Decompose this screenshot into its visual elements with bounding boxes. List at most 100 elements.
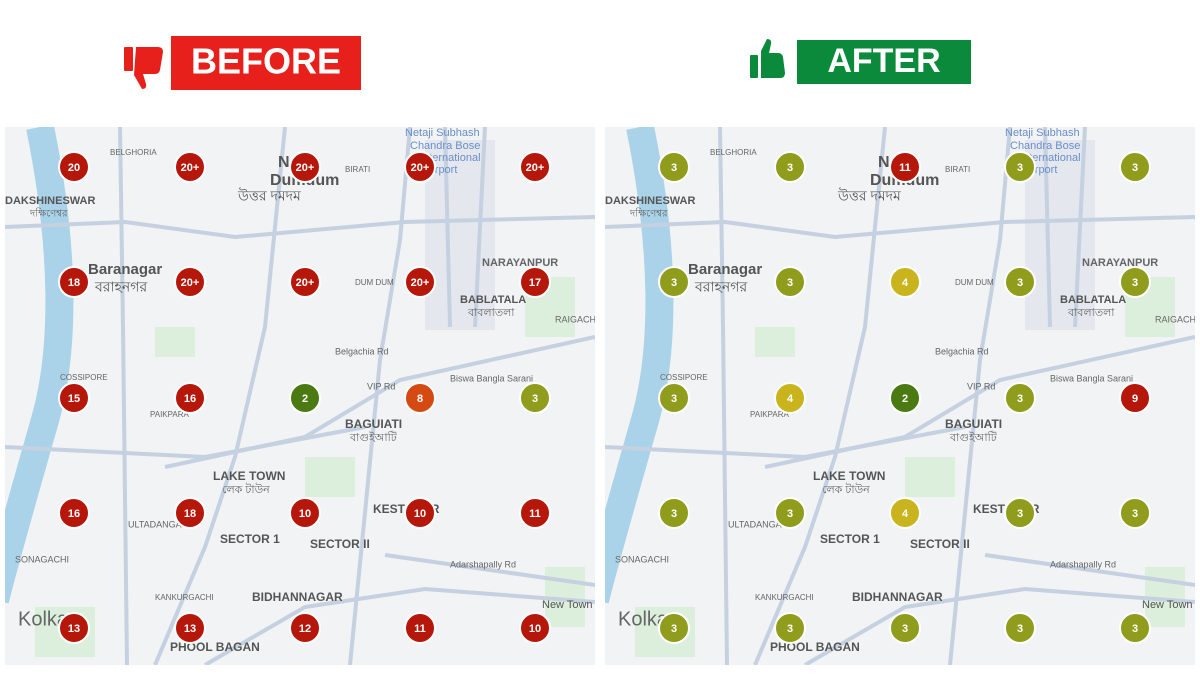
cluster-count: 12 [299, 623, 311, 635]
cluster-marker [658, 266, 690, 298]
road [948, 127, 1012, 665]
cluster-marker [1004, 382, 1036, 414]
cluster-marker [519, 151, 551, 183]
map-label: International [1020, 152, 1081, 164]
cluster-marker [58, 266, 90, 298]
after-badge [797, 40, 971, 84]
map-label: BIRATI [945, 165, 970, 174]
map-label: SECTOR 1 [220, 532, 280, 546]
map-label: Netaji Subhash [405, 127, 480, 139]
map-label: ULTADANGA [728, 519, 782, 529]
map-label: BIDHANNAGAR [252, 590, 343, 604]
map-label: PAIKPARA [150, 410, 189, 419]
cluster-marker [774, 151, 806, 183]
cluster-count: 3 [1132, 508, 1138, 520]
map-label: NARAYANPUR [482, 257, 558, 269]
cluster-marker [1119, 151, 1151, 183]
before-badge [171, 36, 361, 90]
cluster-marker [1119, 497, 1151, 529]
map-label: KANKURGACHI [755, 593, 814, 602]
map-label: BABLATALA [460, 294, 526, 306]
cluster-marker [658, 612, 690, 644]
map-label: Chandra Bose [410, 140, 480, 152]
cluster-marker [1004, 497, 1036, 529]
park [755, 327, 795, 357]
map-label: দক্ষিণেশ্বর [29, 208, 68, 220]
map-label: বরাহনগর [694, 279, 747, 295]
map-label: লেক টাউন [222, 483, 270, 496]
cluster-count: 16 [68, 508, 80, 520]
map-label: Biswa Bangla Sarani [1050, 373, 1133, 383]
cluster-count: 16 [184, 393, 196, 405]
map-label: DUM DUM [955, 278, 994, 287]
map-label: BELGHORIA [710, 148, 757, 157]
cluster-marker [774, 497, 806, 529]
cluster-marker [58, 151, 90, 183]
cluster-marker [289, 382, 321, 414]
map-label: New Town [542, 599, 593, 611]
after-label: AFTER [827, 42, 940, 80]
cluster-marker [174, 497, 206, 529]
thumbs-up-icon [750, 39, 785, 78]
cluster-marker [1004, 151, 1036, 183]
map-label: Belgachia Rd [935, 346, 989, 356]
cluster-count: 15 [68, 393, 80, 405]
map-label: BABLATALA [1060, 294, 1126, 306]
road [473, 127, 487, 328]
cluster-count: 20+ [181, 277, 200, 289]
map-label: Biswa Bangla Sarani [450, 373, 533, 383]
cluster-count: 3 [1017, 623, 1023, 635]
road [443, 127, 452, 328]
cluster-marker [774, 612, 806, 644]
cluster-marker [174, 612, 206, 644]
road [753, 127, 887, 665]
thumbs-down-icon [124, 47, 163, 89]
cluster-count: 20+ [181, 162, 200, 174]
cluster-marker [774, 382, 806, 414]
road [605, 425, 966, 460]
cluster-count: 3 [671, 393, 677, 405]
cluster-count: 3 [902, 623, 908, 635]
cluster-count: 3 [671, 162, 677, 174]
cluster-marker [889, 497, 921, 529]
cluster-count: 4 [787, 393, 794, 405]
road [5, 215, 595, 240]
cluster-marker [1119, 382, 1151, 414]
cluster-count: 3 [671, 623, 677, 635]
road [384, 553, 595, 587]
map-label: SECTOR 1 [820, 532, 880, 546]
map-label: VIP Rd [967, 381, 995, 391]
map-label: বাবলাতলা [1067, 307, 1115, 319]
cluster-count: 20+ [526, 162, 545, 174]
cluster-count: 20+ [296, 162, 315, 174]
cluster-marker [889, 382, 921, 414]
cluster-marker [519, 612, 551, 644]
map-label: BELGHORIA [110, 148, 157, 157]
cluster-marker [519, 497, 551, 529]
road [153, 127, 287, 665]
cluster-count: 13 [68, 623, 80, 635]
cluster-count: 3 [787, 623, 793, 635]
cluster-count: 20+ [411, 162, 430, 174]
map-label: ULTADANGA [128, 519, 182, 529]
map-label: DAKSHINESWAR [5, 195, 96, 207]
map-label: LAKE TOWN [813, 469, 885, 483]
map-label: DUM DUM [355, 278, 394, 287]
park [905, 457, 955, 497]
map-label: DAKSHINESWAR [605, 195, 696, 207]
road [203, 586, 595, 665]
cluster-count: 17 [529, 277, 541, 289]
cluster-count: 3 [787, 277, 793, 289]
map-label: Baranagar [688, 261, 762, 278]
map-label: Chandra Bose [1010, 140, 1080, 152]
cluster-marker [519, 382, 551, 414]
map-label: NARAYANPUR [1082, 257, 1158, 269]
map-label: BIRATI [345, 165, 370, 174]
map-label: লেক টাউন [822, 483, 870, 496]
map-label: দক্ষিণেশ্বর [629, 208, 668, 220]
map-label: বাবলাতলা [467, 307, 515, 319]
cluster-count: 11 [529, 508, 541, 520]
cluster-marker [58, 382, 90, 414]
map-label: SONAGACHI [15, 554, 69, 564]
cluster-marker [1004, 266, 1036, 298]
